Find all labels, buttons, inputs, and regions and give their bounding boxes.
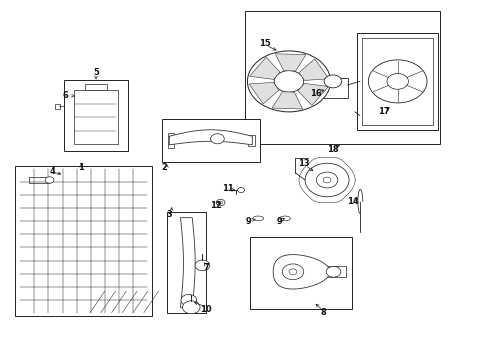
Circle shape: [219, 201, 222, 204]
Circle shape: [182, 301, 200, 314]
Text: 16: 16: [310, 89, 322, 98]
Circle shape: [45, 177, 54, 183]
Circle shape: [247, 51, 331, 112]
Circle shape: [216, 199, 225, 206]
Text: 10: 10: [200, 305, 212, 314]
Bar: [167, 212, 206, 313]
Text: 18: 18: [327, 145, 339, 154]
Bar: [85, 84, 107, 90]
Bar: [250, 237, 352, 309]
Circle shape: [368, 60, 427, 103]
Text: 4: 4: [50, 167, 56, 176]
Polygon shape: [249, 82, 279, 104]
Circle shape: [323, 177, 331, 183]
Text: 12: 12: [210, 201, 221, 210]
Text: 11: 11: [222, 184, 234, 193]
Text: 15: 15: [259, 39, 270, 48]
Bar: [64, 80, 128, 151]
Bar: [168, 134, 173, 148]
Text: 17: 17: [378, 107, 390, 116]
Circle shape: [274, 71, 304, 92]
Circle shape: [211, 134, 224, 144]
Text: 5: 5: [93, 68, 99, 77]
Ellipse shape: [253, 216, 264, 221]
Polygon shape: [180, 218, 195, 307]
Bar: [362, 38, 433, 126]
Polygon shape: [169, 130, 252, 145]
Circle shape: [195, 260, 210, 271]
Polygon shape: [298, 84, 328, 105]
Bar: [15, 166, 152, 316]
Circle shape: [387, 73, 409, 89]
Text: 3: 3: [167, 210, 172, 219]
Text: 1: 1: [78, 163, 84, 172]
Text: 13: 13: [298, 159, 310, 168]
Circle shape: [181, 294, 196, 306]
Polygon shape: [272, 92, 303, 109]
Bar: [55, 104, 60, 109]
Circle shape: [324, 75, 342, 88]
Text: 7: 7: [203, 264, 209, 273]
Polygon shape: [299, 59, 329, 80]
Bar: [357, 33, 438, 130]
Polygon shape: [273, 255, 330, 289]
Bar: [162, 119, 260, 162]
Text: 2: 2: [161, 163, 167, 172]
Bar: [74, 90, 118, 144]
Bar: [318, 78, 347, 98]
Circle shape: [326, 266, 341, 277]
Text: 6: 6: [63, 91, 69, 100]
Circle shape: [238, 188, 245, 193]
Bar: [321, 266, 346, 277]
Circle shape: [282, 264, 304, 280]
Text: 9: 9: [276, 217, 282, 226]
Text: 8: 8: [320, 308, 326, 317]
Bar: [248, 135, 255, 146]
Bar: [29, 177, 49, 183]
Bar: [245, 12, 441, 144]
Polygon shape: [275, 54, 306, 71]
Text: 14: 14: [346, 197, 358, 206]
Circle shape: [317, 172, 338, 188]
Polygon shape: [305, 163, 349, 197]
Circle shape: [289, 269, 297, 275]
Ellipse shape: [280, 216, 291, 221]
Text: 9: 9: [246, 217, 252, 226]
Polygon shape: [249, 57, 280, 80]
